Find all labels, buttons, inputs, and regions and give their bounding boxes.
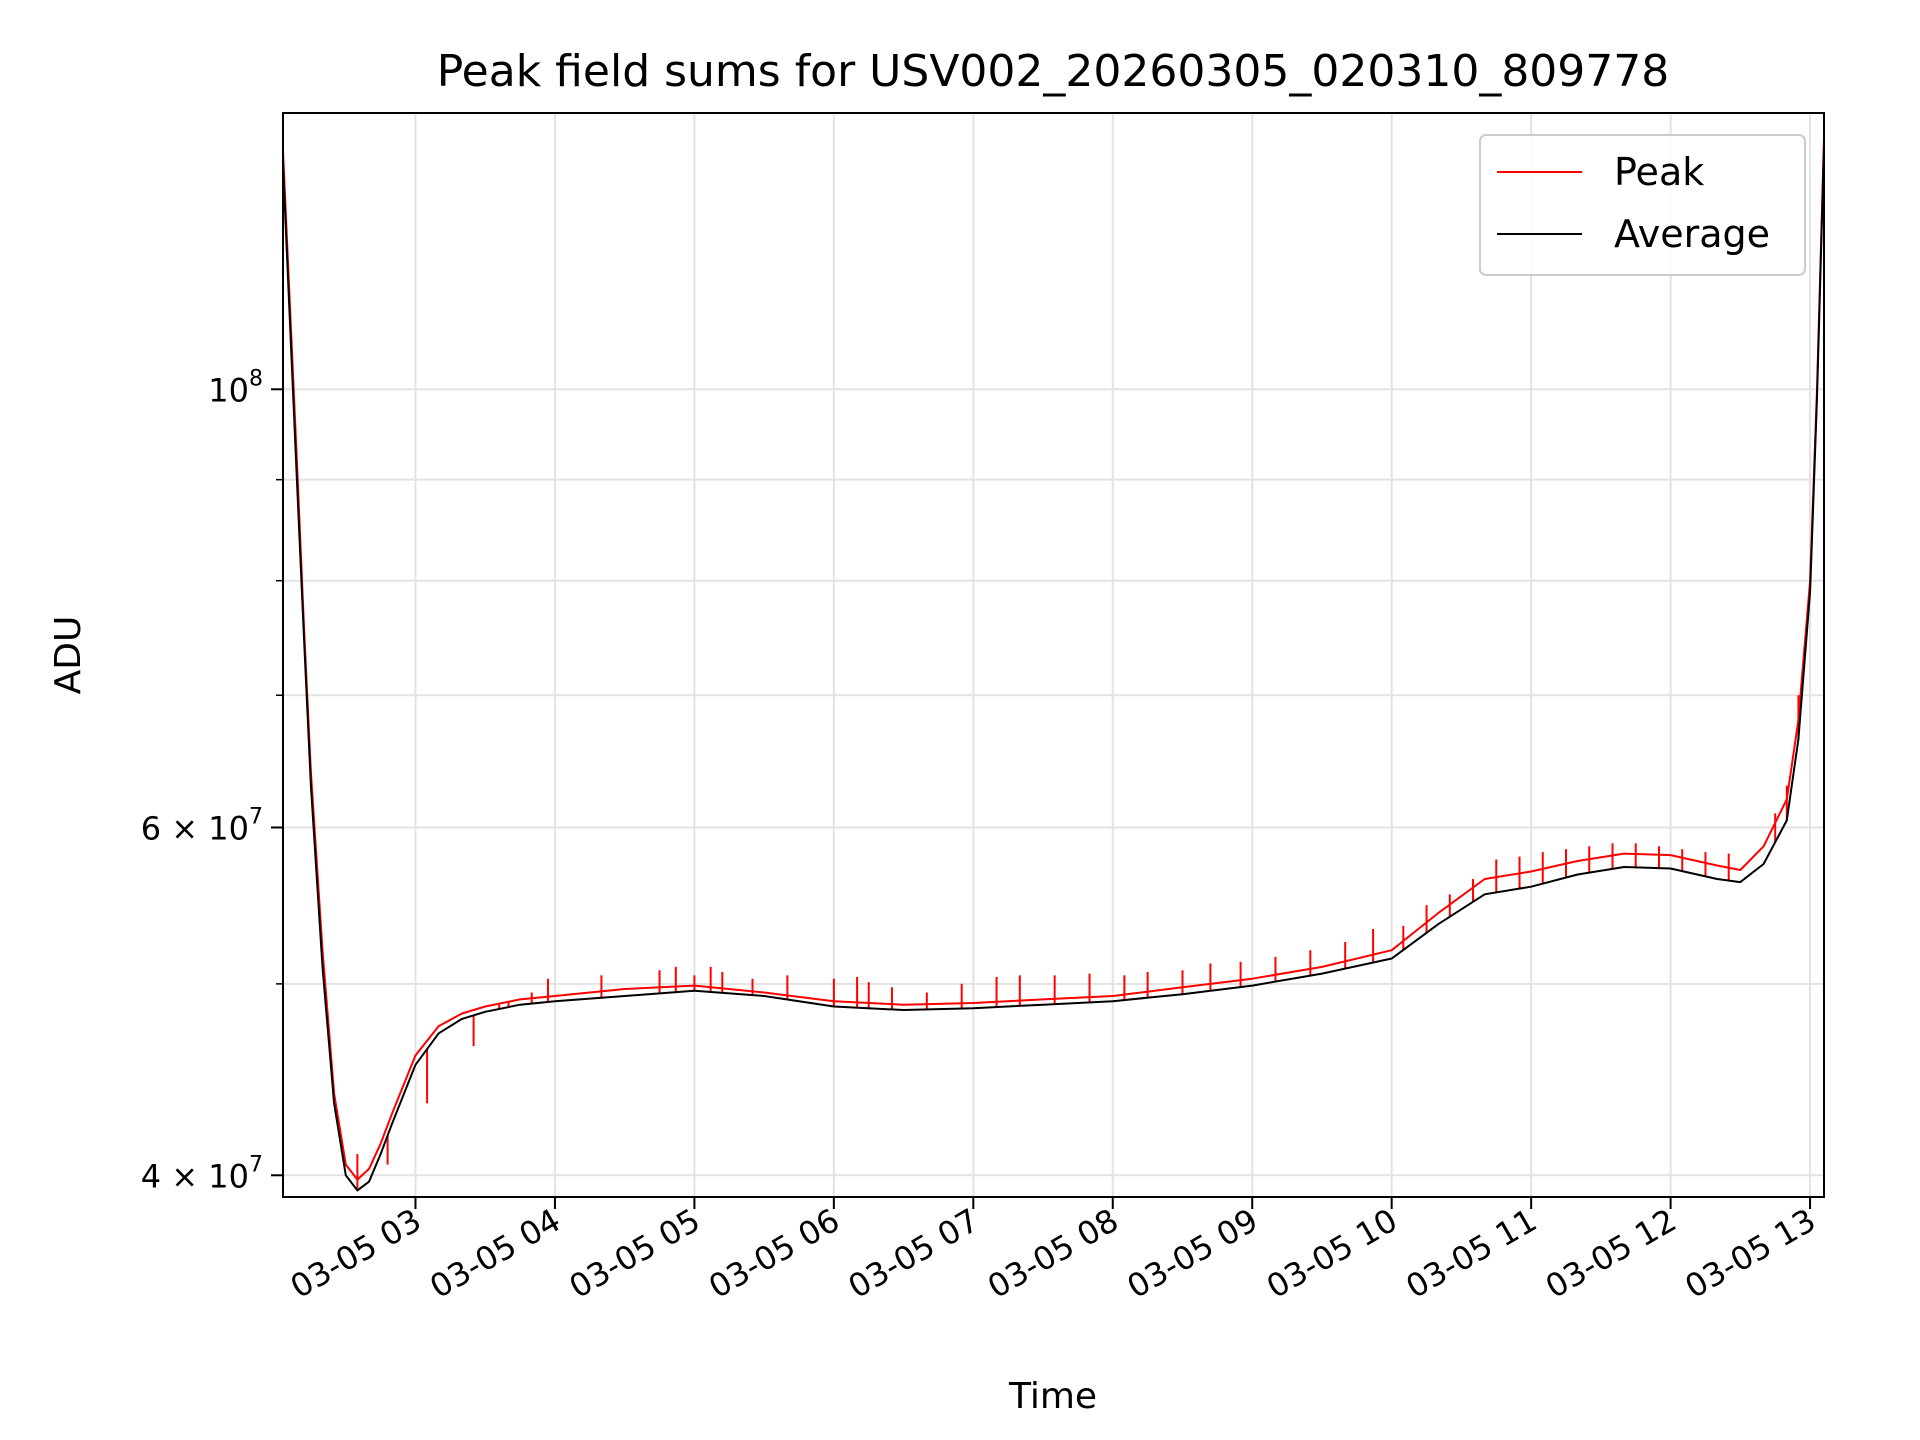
y-tick-label: 4 × 107 [141, 1152, 263, 1195]
chart-title: Peak field sums for USV002_20260305_0203… [437, 46, 1670, 97]
y-tick-label: 108 [208, 366, 263, 409]
legend: Peak Average [1479, 134, 1806, 276]
legend-label-peak: Peak [1614, 150, 1704, 194]
legend-box [1479, 134, 1806, 276]
y-axis-label: ADU [48, 616, 89, 695]
y-tick-label: 6 × 107 [141, 804, 263, 847]
plot-frame [282, 112, 1825, 1198]
legend-label-average: Average [1614, 212, 1770, 256]
grid [283, 113, 1824, 1197]
series-line-average [282, 144, 1825, 1192]
series-layer [282, 138, 1825, 1192]
x-axis-label: Time [1008, 1376, 1097, 1417]
